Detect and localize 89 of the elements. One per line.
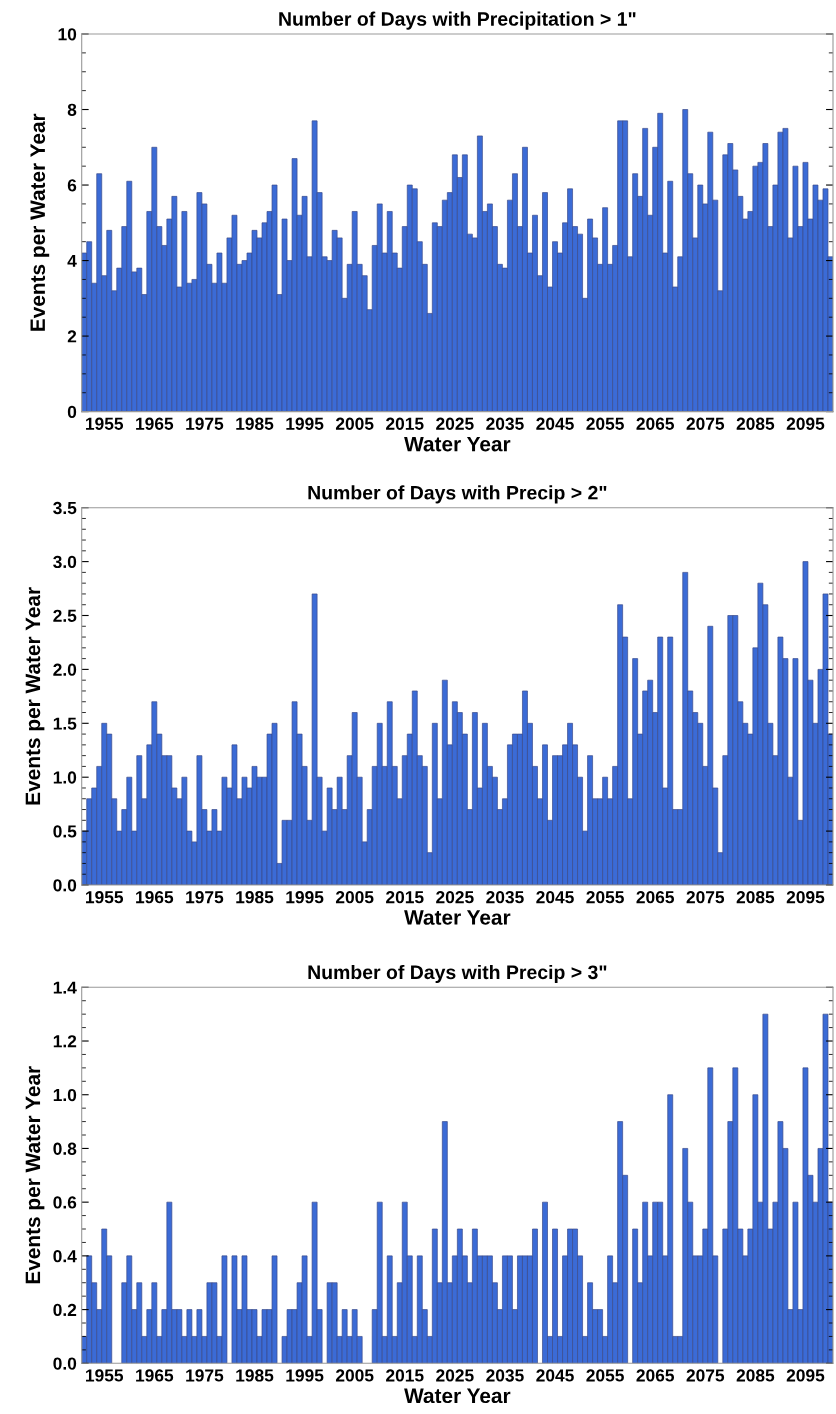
bar [632, 1228, 639, 1364]
y-tick-label: 0.6 [53, 1196, 77, 1209]
y-tick-label: 4 [67, 254, 77, 267]
y-tick-label: 6 [67, 179, 77, 192]
y-tick-label: 0.5 [53, 825, 77, 838]
x-tick-label: 2075 [686, 1369, 725, 1382]
chart-title: Number of Days with Precip > 2" [308, 485, 607, 504]
x-tick-label: 1995 [286, 417, 324, 430]
x-tick-label: 1955 [86, 1369, 124, 1382]
x-tick-label: 2075 [686, 891, 725, 904]
y-tick-label: 0.8 [53, 1142, 77, 1155]
x-tick-label: 2045 [536, 1369, 574, 1382]
x-tick-label: 2055 [586, 891, 624, 904]
x-tick-label: 2015 [386, 891, 424, 904]
x-tick-label: 2015 [386, 417, 424, 430]
x-tick-label: 2085 [736, 1369, 775, 1382]
y-tick-label: 2 [67, 330, 77, 343]
x-tick-label: 2095 [786, 417, 825, 430]
bar [86, 1255, 93, 1364]
chart-title: Number of Days with Precipitation > 1" [279, 11, 636, 30]
y-axis-title: Events per Water Year [25, 587, 45, 805]
x-tick-label: 2085 [736, 891, 775, 904]
x-tick-label: 1955 [86, 891, 124, 904]
y-tick-label: 2.5 [53, 609, 77, 622]
x-tick-label: 1955 [86, 417, 124, 430]
x-tick-label: 2075 [686, 417, 725, 430]
y-tick-label: 0.0 [53, 1357, 77, 1370]
bar [431, 1228, 438, 1364]
x-tick-label: 2025 [436, 891, 474, 904]
y-tick-label: 10 [58, 28, 77, 41]
y-tick-label: 1.0 [53, 1088, 77, 1102]
x-tick-label: 2065 [636, 1369, 675, 1382]
x-tick-label: 2065 [636, 891, 675, 904]
y-tick-label: 0.0 [53, 879, 77, 892]
x-tick-label: 2035 [486, 891, 524, 904]
y-tick-label: 3.5 [53, 501, 77, 515]
y-tick-label: 1.2 [53, 1035, 77, 1048]
x-tick-label: 2025 [436, 417, 474, 430]
y-tick-label: 8 [67, 103, 77, 116]
x-tick-label: 1965 [136, 891, 174, 904]
x-axis-title: Water Year [404, 436, 511, 452]
x-tick-label: 2055 [586, 1369, 624, 1382]
x-tick-label: 1965 [136, 1369, 174, 1382]
y-axis-title: Events per Water Year [25, 1066, 45, 1284]
bar [542, 1201, 548, 1364]
x-axis-title: Water Year [404, 910, 511, 925]
x-tick-label: 2035 [486, 417, 524, 430]
x-tick-label: 1985 [236, 1369, 274, 1382]
y-tick-label: 2.0 [53, 663, 77, 676]
bar [376, 203, 383, 412]
x-tick-label: 2065 [636, 417, 675, 430]
x-tick-label: 1975 [186, 891, 224, 904]
bar [441, 1121, 448, 1364]
y-tick-label: 1.5 [53, 717, 77, 730]
bar [86, 241, 93, 412]
x-tick-label: 2045 [536, 417, 574, 430]
bar [376, 722, 383, 885]
y-tick-label: 0 [67, 405, 77, 419]
x-tick-label: 1975 [186, 417, 224, 430]
bar [376, 1201, 383, 1364]
x-tick-label: 2025 [436, 1369, 474, 1382]
y-tick-label: 0.4 [53, 1250, 77, 1263]
x-tick-label: 2045 [536, 891, 574, 904]
x-tick-label: 2005 [335, 891, 374, 904]
bar [441, 679, 448, 885]
y-tick-label: 1.4 [53, 981, 77, 994]
x-tick-label: 1985 [236, 417, 274, 430]
x-tick-label: 2035 [486, 1369, 524, 1382]
chart-title: Number of Days with Precip > 3" [308, 964, 607, 983]
x-tick-label: 2005 [335, 1369, 374, 1382]
x-tick-label: 2015 [386, 1369, 424, 1382]
x-tick-label: 2005 [335, 417, 374, 430]
y-tick-label: 0.2 [53, 1303, 77, 1317]
x-axis-title: Water Year [404, 1388, 511, 1404]
y-tick-label: 1.0 [53, 771, 77, 784]
bar [431, 722, 438, 885]
x-tick-label: 1995 [286, 1369, 324, 1382]
bar [231, 1255, 238, 1364]
x-tick-label: 2085 [736, 417, 775, 430]
y-tick-label: 3.0 [53, 555, 77, 569]
x-tick-label: 1985 [236, 891, 274, 904]
x-tick-label: 1975 [186, 1369, 224, 1382]
x-tick-label: 1965 [136, 417, 174, 430]
x-tick-label: 2095 [786, 891, 825, 904]
x-tick-label: 2095 [786, 1369, 825, 1382]
x-tick-label: 1995 [286, 891, 324, 904]
bar [386, 1255, 393, 1364]
y-axis-title: Events per Water Year [30, 113, 50, 331]
x-tick-label: 2055 [586, 417, 624, 430]
